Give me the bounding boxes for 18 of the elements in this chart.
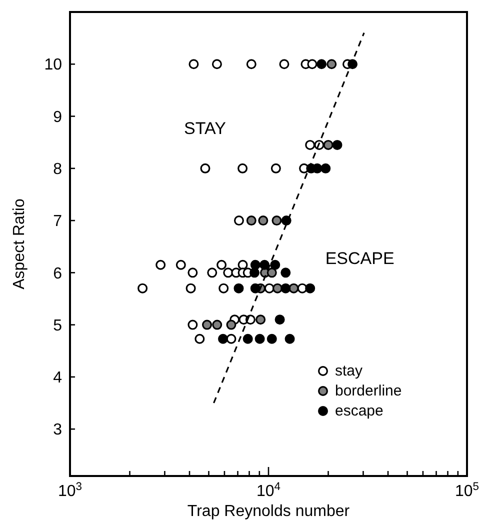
y-tick-label: 6 (53, 265, 62, 282)
y-tick-label: 3 (53, 422, 62, 439)
y-tick-label: 7 (53, 213, 62, 230)
y-tick-label: 8 (53, 161, 62, 178)
y-tick-label: 5 (53, 317, 62, 334)
legend-label: stay (335, 362, 364, 380)
x-axis-title: Trap Reynolds number (187, 503, 350, 520)
y-tick-label: 9 (53, 108, 62, 126)
annotation: STAY (184, 118, 226, 138)
x-tick-label: 10$^{3}$ (58, 481, 82, 500)
y-tick-label: 10 (44, 56, 62, 74)
x-tick-label: 10$^{5}$ (454, 481, 480, 500)
x-tick-label: 10$^{4}$ (256, 481, 281, 500)
y-axis-title: Aspect Ratio (11, 198, 28, 290)
annotation: ESCAPE (325, 248, 394, 268)
legend-label: escape (335, 402, 384, 420)
legend-label: borderline (335, 382, 402, 400)
y-tick-label: 4 (53, 370, 62, 387)
